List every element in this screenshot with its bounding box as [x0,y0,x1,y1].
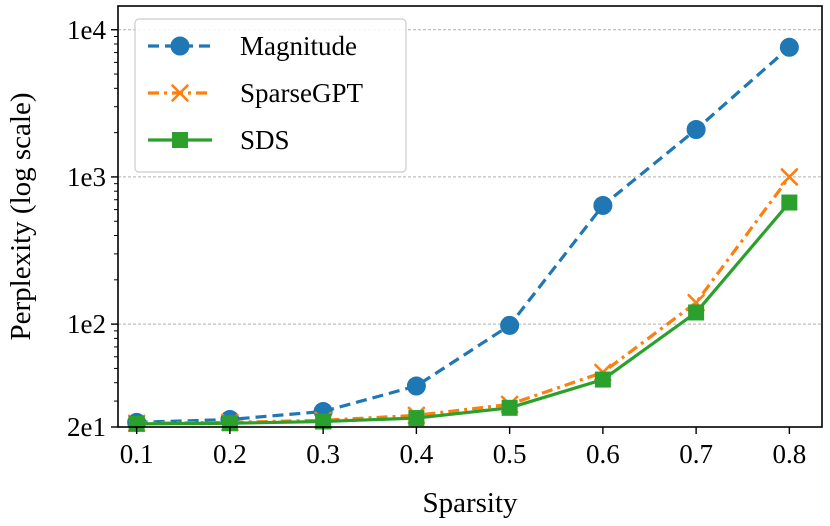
x-axis-title: Sparsity [422,487,518,519]
y-axis-title: Perplexity (log scale) [5,92,37,340]
x-tick-label: 0.1 [120,439,154,469]
legend-label-sparsegpt: SparseGPT [240,78,363,108]
magnitude-point [686,120,706,140]
y-tick-label: 2e1 [67,412,106,442]
legend-item-sparsegpt: SparseGPT [148,78,363,108]
x-tick-label: 0.8 [772,439,806,469]
sds-point [408,410,425,427]
magnitude-point [500,315,520,335]
legend-label-magnitude: Magnitude [240,31,357,61]
sds-point [501,399,518,416]
sds-point [688,304,705,321]
x-tick-label: 0.6 [586,439,620,469]
y-tick-label: 1e3 [67,162,106,192]
legend-marker-sparsegpt [171,84,189,102]
x-tick-label: 0.7 [679,439,713,469]
magnitude-line [136,46,791,424]
legend-marker-magnitude [170,36,190,56]
magnitude-point [406,376,426,396]
legend: Magnitude SparseGPT SDS [134,18,407,173]
y-tick-label: 1e4 [67,15,106,45]
legend-label-sds: SDS [240,125,290,155]
y-tick-label: 1e2 [67,309,106,339]
series-sparsegpt [127,168,799,433]
sparsegpt-point [780,168,799,186]
x-tick-label: 0.2 [213,439,247,469]
sds-point [781,194,798,211]
axis-ticks: 0.1 0.2 0.3 0.4 0.5 0.6 0.7 0.8 2e1 1e2 1e3 1e4 [67,15,806,469]
legend-item-sds: SDS [148,125,290,155]
sds-line [136,201,791,426]
x-tick-label: 0.4 [400,439,434,469]
series-sds [128,194,798,432]
magnitude-point [593,195,613,215]
magnitude-point [779,37,799,57]
legend-marker-sds [172,132,188,148]
plot-frame [117,5,823,428]
legend-box [134,18,407,173]
x-tick-label: 0.5 [493,439,527,469]
sparsegpt-line [136,175,791,425]
sds-point [594,371,611,388]
legend-item-magnitude: Magnitude [148,31,357,61]
x-tick-label: 0.3 [306,439,340,469]
